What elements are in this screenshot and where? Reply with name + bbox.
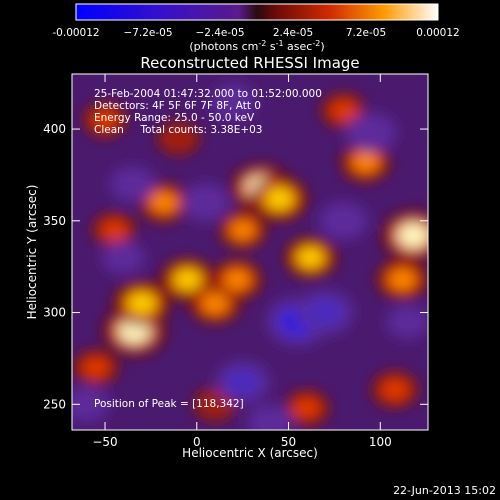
y-tick-label: 350 — [43, 214, 66, 228]
annotation-time-range: 25-Feb-2004 01:47:32.000 to 01:52:00.000 — [94, 88, 322, 100]
annotation-detectors: Detectors: 4F 5F 6F 7F 8F, Att 0 — [94, 100, 261, 112]
y-tick-label: 400 — [43, 122, 66, 136]
heatmap-blob — [355, 120, 387, 145]
colorbar-tick-label: −7.2e-05 — [123, 27, 172, 39]
heatmap-blob — [389, 269, 416, 290]
x-tick-label: 50 — [281, 435, 296, 449]
heatmap-blob — [151, 192, 177, 213]
colorbar-tick-label: 0.00012 — [416, 27, 459, 39]
heatmap-blob — [352, 152, 379, 173]
colorbar — [75, 3, 439, 21]
axis-ticks: −50 0 50 100 250 300 350 400 — [43, 74, 428, 449]
colorbar-tick-label: −2.4e-05 — [195, 27, 244, 39]
x-tick-label: 0 — [193, 435, 201, 449]
heatmap-blob — [329, 209, 359, 233]
y-axis-label: Heliocentric Y (arcsec) — [25, 185, 39, 320]
heatmap-blob — [173, 268, 202, 291]
colorbar-tick-label: 7.2e-05 — [346, 27, 386, 39]
heatmap-blob — [204, 395, 226, 413]
heatmap-blob — [397, 222, 428, 249]
heatmap-blob — [127, 292, 157, 315]
heatmap-blob — [264, 187, 294, 211]
heatmap-blob — [295, 399, 319, 417]
chart-title: Reconstructed RHESSI Image — [140, 54, 359, 72]
heatmap-blob — [256, 411, 284, 430]
heatmap-blob — [103, 221, 126, 239]
heatmap-blob — [394, 311, 421, 332]
annotation-energy: Energy Range: 25.0 - 50.0 keV — [94, 112, 255, 124]
heatmap-blob — [84, 358, 108, 377]
heatmap-blob — [93, 111, 117, 129]
x-tick-label: −50 — [92, 435, 117, 449]
footer-date: 22-Jun-2013 15:02 — [393, 484, 496, 497]
annotation-peak: Position of Peak = [118,342] — [94, 398, 244, 410]
heatmap-blob — [72, 393, 101, 416]
heatmap-blob — [224, 269, 250, 290]
heatmap-blob — [167, 129, 190, 147]
heatmap-blob — [202, 293, 229, 314]
heatmap-blob — [226, 369, 259, 395]
heatmap-blob — [219, 90, 248, 113]
heatmap-blob — [383, 380, 407, 399]
heatmap-blob — [332, 101, 355, 120]
heatmap-blob — [308, 299, 343, 326]
heatmap-blob — [110, 247, 137, 268]
annotation-method: Clean Total counts: 3.38E+03 — [94, 124, 263, 136]
heatmap — [72, 74, 428, 430]
colorbar-ticks: -0.00012 −7.2e-05 −2.4e-05 2.4e-05 7.2e-05 0.… — [52, 27, 459, 39]
x-axis-label: Heliocentric X (arcsec) — [182, 446, 318, 460]
heatmap-blob — [230, 220, 255, 240]
y-tick-label: 250 — [43, 397, 66, 411]
colorbar-tick-label: 2.4e-05 — [273, 27, 313, 39]
colorbar-unit-label: (photons cm-2 s-1 asec-2) — [189, 39, 324, 53]
heatmap-blob — [118, 173, 147, 195]
colorbar-tick-label: -0.00012 — [52, 27, 99, 39]
x-tick-label: 100 — [369, 435, 392, 449]
y-tick-label: 300 — [43, 306, 66, 320]
plot-frame — [71, 73, 429, 431]
heatmap-blob — [297, 247, 324, 269]
heatmap-blob — [191, 191, 221, 214]
